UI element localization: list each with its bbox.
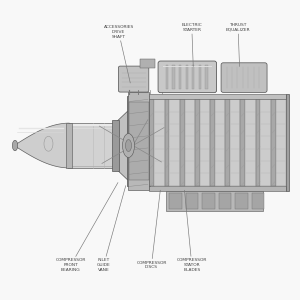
Bar <box>127 96 150 186</box>
Text: COMPRESSOR
STATOR
BLADES: COMPRESSOR STATOR BLADES <box>177 190 207 272</box>
Ellipse shape <box>125 140 131 152</box>
Bar <box>210 99 215 186</box>
Bar <box>256 99 260 186</box>
Bar <box>167 191 263 211</box>
Bar <box>154 99 165 186</box>
Bar <box>128 92 149 190</box>
Text: COMPRESSOR
FRONT
BEARING: COMPRESSOR FRONT BEARING <box>56 183 118 272</box>
Bar <box>169 193 182 209</box>
Bar <box>215 99 225 186</box>
Bar <box>199 65 201 89</box>
Bar <box>271 99 276 186</box>
Bar <box>165 99 170 186</box>
Bar <box>179 65 182 89</box>
Bar <box>184 99 195 186</box>
Bar <box>140 59 155 68</box>
Bar <box>230 99 240 186</box>
Bar <box>195 99 200 186</box>
Text: ACCESSORIES
DRIVE
SHAFT: ACCESSORIES DRIVE SHAFT <box>103 26 134 83</box>
Bar <box>235 193 248 209</box>
Bar <box>200 99 210 186</box>
Bar <box>219 193 231 209</box>
Polygon shape <box>115 111 128 180</box>
Bar <box>192 65 194 89</box>
Text: COMPRESSOR
DISCS: COMPRESSOR DISCS <box>136 190 167 269</box>
Bar <box>286 94 290 191</box>
Bar <box>185 65 188 89</box>
Bar <box>245 99 256 186</box>
Bar <box>149 186 286 191</box>
Bar <box>172 65 175 89</box>
Ellipse shape <box>122 134 134 158</box>
Bar <box>66 123 72 168</box>
FancyBboxPatch shape <box>158 61 217 93</box>
Text: THRUST
EQUALIZER: THRUST EQUALIZER <box>226 23 250 67</box>
Bar <box>128 102 148 180</box>
Bar <box>149 94 286 99</box>
Bar <box>68 123 116 168</box>
Bar <box>149 99 286 186</box>
Text: ELECTRIC
STARTER: ELECTRIC STARTER <box>182 23 202 67</box>
Bar <box>276 99 286 186</box>
Text: INLET
GUIDE
VANE: INLET GUIDE VANE <box>97 186 126 272</box>
Bar <box>149 99 154 186</box>
Bar <box>169 99 180 186</box>
Bar <box>186 193 198 209</box>
FancyBboxPatch shape <box>221 63 267 92</box>
Bar <box>225 99 230 186</box>
Bar <box>112 120 119 171</box>
FancyBboxPatch shape <box>118 66 149 92</box>
Bar <box>205 65 208 89</box>
Bar <box>260 99 271 186</box>
Bar <box>240 99 245 186</box>
Bar <box>166 65 168 89</box>
Bar <box>180 99 184 186</box>
Bar <box>251 193 264 209</box>
Ellipse shape <box>12 140 18 151</box>
Polygon shape <box>14 123 69 168</box>
Bar <box>202 193 215 209</box>
